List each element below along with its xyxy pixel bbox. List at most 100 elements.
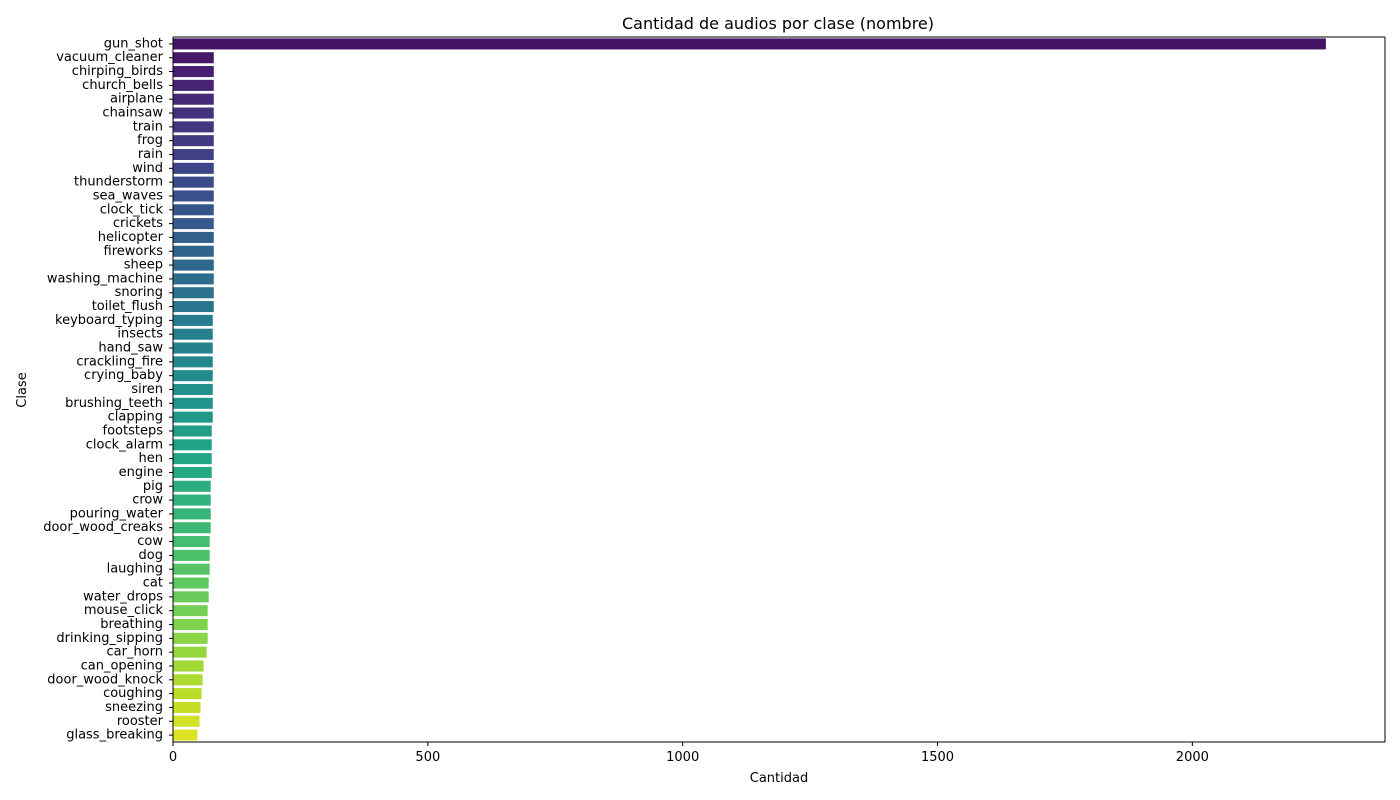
y-tick-label: crying_baby xyxy=(84,368,163,383)
y-tick-label: hand_saw xyxy=(98,341,163,356)
y-tick-label: cat xyxy=(143,576,163,591)
y-tick-label: dog xyxy=(139,548,163,563)
y-tick-label: chainsaw xyxy=(102,106,163,121)
bar-can_opening xyxy=(173,660,204,672)
bar-rain xyxy=(173,148,214,161)
bar-chainsaw xyxy=(173,107,214,119)
bar-dog xyxy=(173,549,210,561)
y-tick-label: engine xyxy=(119,465,163,480)
bar-snoring xyxy=(173,287,214,299)
y-tick-label: rooster xyxy=(117,714,164,729)
bar-water_drops xyxy=(173,591,209,603)
bar-siren xyxy=(173,383,213,396)
bar-clock_tick xyxy=(173,204,214,216)
y-tick-label: train xyxy=(133,119,163,134)
bar-church_bells xyxy=(173,79,214,91)
bar-cat xyxy=(173,577,209,589)
bar-rooster xyxy=(173,715,200,727)
bar-fireworks xyxy=(173,245,214,257)
bar-crackling_fire xyxy=(173,356,213,368)
y-tick-label: crickets xyxy=(113,216,163,231)
y-tick-label: clock_tick xyxy=(100,202,164,217)
y-tick-label: clock_alarm xyxy=(86,437,163,452)
y-tick-label: brushing_teeth xyxy=(65,396,163,411)
y-tick-label: crow xyxy=(132,493,163,508)
bar-drinking_sipping xyxy=(173,632,208,644)
bar-door_wood_knock xyxy=(173,674,203,686)
bar-sea_waves xyxy=(173,190,214,202)
y-tick-label: church_bells xyxy=(82,78,163,93)
y-tick-label: sheep xyxy=(124,258,163,273)
y-tick-label: crackling_fire xyxy=(76,354,163,369)
y-tick-label: thunderstorm xyxy=(74,175,163,190)
y-tick-label: can_opening xyxy=(81,658,163,673)
bar-hand_saw xyxy=(173,342,213,354)
bar-crickets xyxy=(173,218,214,230)
y-tick-label: toilet_flush xyxy=(92,299,163,314)
y-tick-label: door_wood_knock xyxy=(47,672,163,687)
bar-vacuum_cleaner xyxy=(173,52,214,64)
y-tick-label: sneezing xyxy=(105,700,163,715)
y-tick-label: laughing xyxy=(107,562,163,577)
y-tick-label: wind xyxy=(132,161,163,176)
y-tick-label: fireworks xyxy=(104,244,164,259)
bar-frog xyxy=(173,135,214,147)
bar-wind xyxy=(173,162,214,174)
y-tick-label: cow xyxy=(137,534,163,549)
bar-door_wood_creaks xyxy=(173,522,211,534)
bar-pig xyxy=(173,480,211,492)
y-tick-label: water_drops xyxy=(83,589,163,604)
x-tick-label: 500 xyxy=(415,750,440,765)
bar-gun_shot xyxy=(173,38,1326,50)
y-tick-label: breathing xyxy=(100,617,163,632)
y-tick-label: helicopter xyxy=(98,230,164,245)
bar-crying_baby xyxy=(173,370,213,382)
bar-cow xyxy=(173,536,210,548)
y-tick-label: siren xyxy=(131,382,163,397)
bar-chirping_birds xyxy=(173,66,214,78)
bar-clapping xyxy=(173,411,213,423)
bar-keyboard_typing xyxy=(173,314,213,326)
y-tick-label: pouring_water xyxy=(70,506,164,521)
y-tick-label: coughing xyxy=(103,686,163,701)
x-axis-ticks: 0 500 1000 1500 2000 xyxy=(169,742,1209,765)
y-tick-label: sea_waves xyxy=(93,188,164,203)
bar-footsteps xyxy=(173,425,212,437)
y-tick-label: insects xyxy=(117,327,163,342)
y-tick-label: pig xyxy=(143,479,163,494)
y-tick-label: clapping xyxy=(108,410,163,425)
y-tick-label: mouse_click xyxy=(84,603,164,618)
bar-washing_machine xyxy=(173,273,214,285)
x-tick-label: 1500 xyxy=(921,750,954,765)
bar-brushing_teeth xyxy=(173,397,213,409)
y-tick-label: hen xyxy=(139,451,163,466)
bar-sneezing xyxy=(173,701,201,713)
y-tick-label: keyboard_typing xyxy=(55,313,163,328)
y-tick-label: frog xyxy=(137,133,163,148)
y-tick-label: drinking_sipping xyxy=(56,631,163,646)
y-tick-label: snoring xyxy=(115,285,163,300)
bar-thunderstorm xyxy=(173,176,214,188)
y-tick-label: rain xyxy=(138,147,163,162)
bar-laughing xyxy=(173,563,210,575)
bar-toilet_flush xyxy=(173,301,214,313)
bar-breathing xyxy=(173,618,208,631)
y-tick-label: gun_shot xyxy=(104,36,163,51)
y-axis-label: Clase xyxy=(15,372,30,407)
bar-coughing xyxy=(173,688,202,700)
x-tick-label: 1000 xyxy=(666,750,699,765)
y-tick-label: footsteps xyxy=(103,423,164,438)
y-tick-label: door_wood_creaks xyxy=(43,520,163,535)
bar-mouse_click xyxy=(173,605,208,617)
y-axis-ticks: gun_shotvacuum_cleanerchirping_birdschur… xyxy=(43,36,173,743)
bar-glass_breaking xyxy=(173,729,198,741)
x-axis-label: Cantidad xyxy=(750,771,808,786)
bar-airplane xyxy=(173,93,214,105)
x-tick-label: 2000 xyxy=(1176,750,1209,765)
bar-insects xyxy=(173,328,213,340)
y-tick-label: washing_machine xyxy=(47,271,163,286)
bar-engine xyxy=(173,466,212,478)
bar-clock_alarm xyxy=(173,439,212,451)
bar-car_horn xyxy=(173,646,207,658)
